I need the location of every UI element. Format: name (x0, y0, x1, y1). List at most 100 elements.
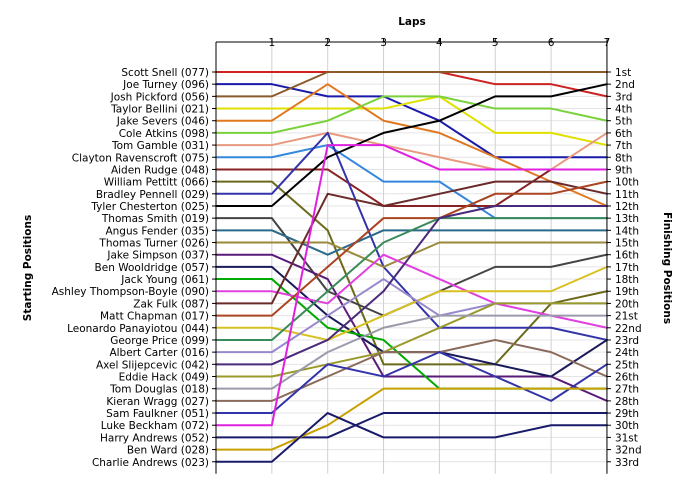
start-position-label: Cole Atkins (098) (119, 128, 209, 140)
finish-position-label: 13th (615, 213, 639, 225)
start-position-label: Ben Ward (028) (127, 445, 209, 457)
series-line (215, 253, 608, 402)
finish-position-label: 16th (615, 250, 639, 262)
series-line (215, 217, 608, 341)
start-position-label: Luke Beckham (072) (101, 420, 209, 432)
finish-position-label: 33rd (615, 457, 639, 469)
finish-position-label: 24th (615, 347, 639, 359)
series-line (215, 253, 608, 329)
finish-position-label: 7th (615, 140, 632, 152)
start-position-label: Clayton Ravenscroft (075) (72, 152, 209, 164)
start-position-labels: Scott Snell (077)Joe Turney (096)Josh Pi… (52, 67, 209, 469)
series-line (215, 131, 608, 341)
series-line (215, 144, 608, 427)
series-line (215, 131, 608, 171)
finish-position-label: 30th (615, 420, 639, 432)
series-line (215, 83, 608, 159)
finish-position-label: 10th (615, 177, 639, 189)
start-position-label: Tom Gamble (031) (111, 140, 209, 152)
start-position-label: Jake Severs (046) (116, 116, 209, 128)
start-position-label: Tyler Chesterton (025) (90, 201, 209, 213)
finish-position-label: 6th (615, 128, 632, 140)
series-line (215, 180, 608, 317)
start-position-label: Harry Andrews (052) (100, 432, 209, 444)
x-tick-label: 1 (269, 37, 276, 49)
x-tick-label: 5 (492, 37, 499, 49)
start-position-label: Axel Slijepcevic (042) (96, 359, 209, 371)
series-line (215, 204, 608, 366)
x-tick-labels: 1 2 3 4 5 6 7 (269, 37, 611, 49)
finish-position-label: 20th (615, 298, 639, 310)
series-line (215, 278, 608, 390)
finish-position-label: 15th (615, 238, 639, 250)
finish-position-label: 11th (615, 189, 639, 201)
finish-position-label: 32nd (615, 445, 642, 457)
finish-position-label: 21st (615, 311, 638, 323)
start-position-label: Scott Snell (077) (121, 67, 209, 79)
start-position-label: Angus Fender (035) (105, 225, 209, 237)
finish-position-label: 27th (615, 384, 639, 396)
start-position-label: Thomas Smith (019) (101, 213, 209, 225)
start-position-label: Albert Carter (016) (109, 347, 209, 359)
start-position-label: Jack Young (061) (120, 274, 209, 286)
start-position-label: Kieran Wragg (027) (106, 396, 209, 408)
start-position-label: William Pettitt (066) (104, 177, 209, 189)
start-position-label: Taylor Bellini (021) (110, 104, 209, 116)
x-tick-label: 7 (604, 37, 611, 49)
x-tick-label: 3 (380, 37, 387, 49)
series-line (215, 83, 608, 207)
y-axis-title-right: Finishing Positions (661, 212, 673, 324)
series-line (215, 168, 608, 207)
finish-position-label: 9th (615, 164, 632, 176)
series-line (215, 265, 608, 341)
finish-position-label: 3rd (615, 91, 632, 103)
finish-position-label: 1st (615, 67, 631, 79)
finish-position-label: 14th (615, 225, 639, 237)
finish-position-label: 5th (615, 116, 632, 128)
start-position-label: Jake Simpson (037) (106, 250, 209, 262)
series-lines (215, 71, 608, 463)
series-line (215, 351, 608, 415)
finish-position-label: 4th (615, 104, 632, 116)
finish-position-label: 23rd (615, 335, 639, 347)
start-position-label: Josh Pickford (056) (110, 91, 209, 103)
start-position-label: Ashley Thompson-Boyle (090) (52, 286, 209, 298)
finish-position-label: 8th (615, 152, 632, 164)
finish-position-label: 28th (615, 396, 639, 408)
start-position-label: Zak Fulk (087) (133, 298, 209, 310)
y-axis-title-left: Starting Positions (22, 215, 34, 321)
series-line (215, 71, 608, 98)
start-position-label: Bradley Pennell (029) (96, 189, 209, 201)
start-position-label: George Price (099) (110, 335, 209, 347)
finish-position-label: 25th (615, 359, 639, 371)
series-line (215, 180, 608, 305)
series-line (215, 412, 608, 439)
start-position-label: Aiden Rudge (048) (111, 164, 209, 176)
finish-position-label: 26th (615, 372, 639, 384)
finish-position-label: 22nd (615, 323, 642, 335)
start-position-label: Tom Douglas (018) (109, 384, 209, 396)
finish-position-label: 17th (615, 262, 639, 274)
x-tick-label: 2 (324, 37, 331, 49)
start-position-label: Matt Chapman (017) (100, 311, 209, 323)
start-position-label: Eddie Hack (049) (119, 372, 209, 384)
finish-position-label: 2nd (615, 79, 635, 91)
x-tick-label: 4 (436, 37, 443, 49)
axes (212, 41, 611, 474)
start-position-label: Joe Turney (096) (122, 79, 209, 91)
finish-position-labels: 1st2nd3rd4th5th6th7th8th9th10th11th12th1… (615, 67, 642, 469)
series-line (215, 387, 608, 451)
finish-position-label: 18th (615, 274, 639, 286)
start-position-label: Ben Wooldridge (057) (95, 262, 209, 274)
start-position-label: Charlie Andrews (023) (92, 457, 209, 469)
finish-position-label: 19th (615, 286, 639, 298)
start-position-label: Leonardo Panayiotou (044) (67, 323, 209, 335)
series-line (215, 95, 608, 147)
start-position-label: Thomas Turner (026) (98, 238, 209, 250)
finish-position-label: 29th (615, 408, 639, 420)
start-position-label: Sam Faulkner (051) (106, 408, 209, 420)
finish-position-label: 12th (615, 201, 639, 213)
finish-position-label: 31st (615, 432, 638, 444)
series-line (215, 412, 608, 463)
